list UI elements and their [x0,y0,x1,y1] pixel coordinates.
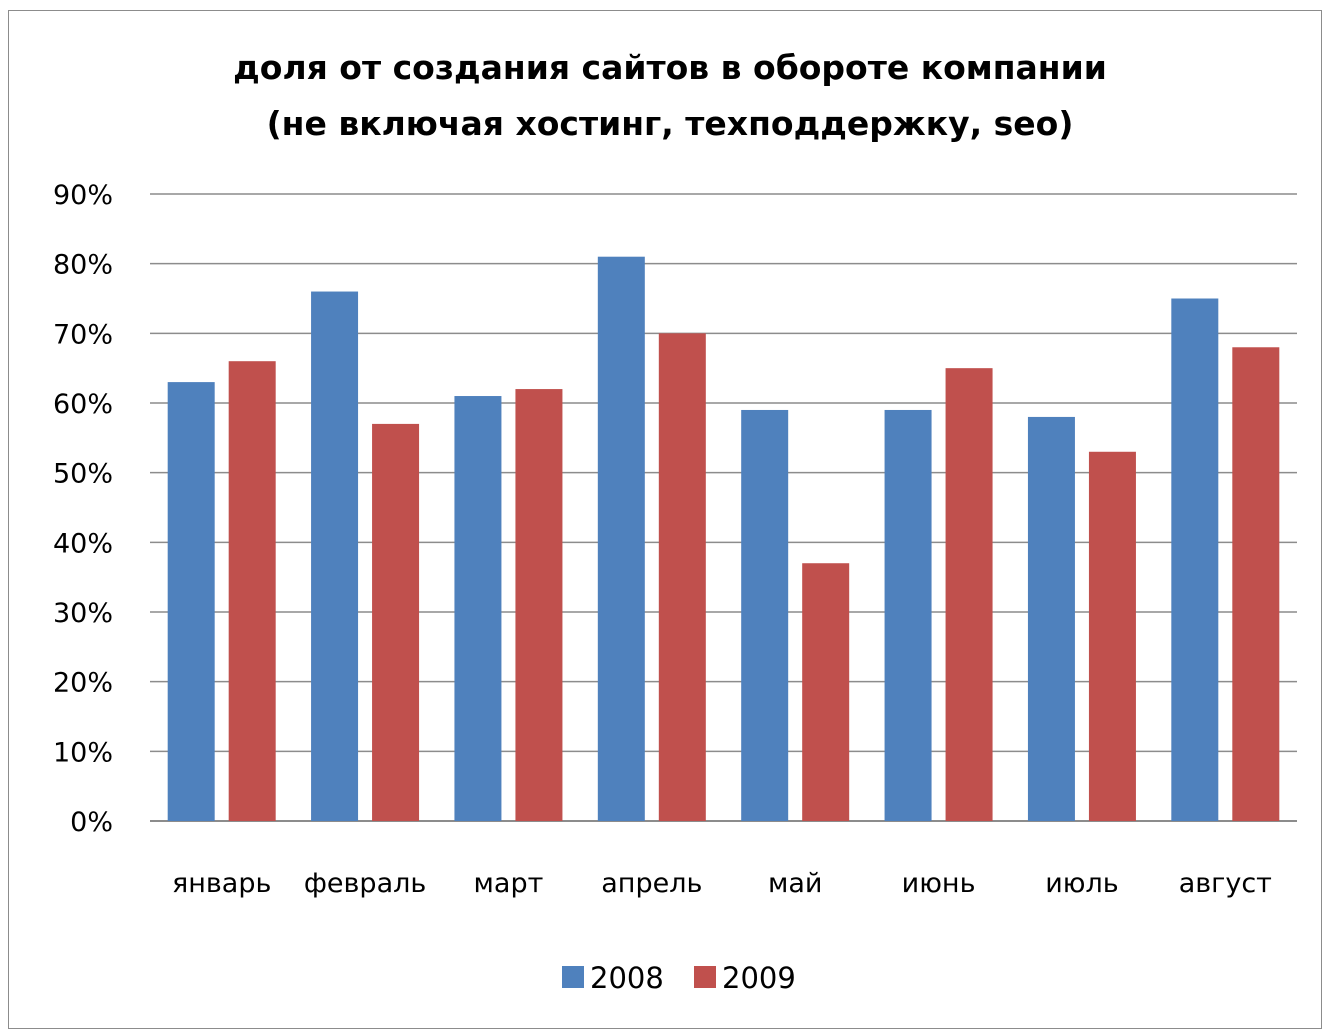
legend-swatch-2009 [694,966,716,988]
bar-2009-5 [945,368,993,821]
y-tick-label: 0% [70,807,113,838]
bar-2008-2 [454,396,502,821]
y-tick-label: 10% [53,737,113,768]
legend-swatch-2008 [562,966,584,988]
y-tick-label: 50% [53,459,113,490]
x-category-label: июль [1045,868,1118,899]
y-tick-label: 90% [53,180,113,211]
chart-subtitle: (не включая хостинг, техподдержку, seo) [267,104,1074,143]
bar-2008-5 [884,409,932,821]
x-category-label: март [474,868,544,899]
bar-2009-4 [802,563,850,821]
bar-2008-3 [597,256,645,821]
legend-label: 2008 [590,961,664,995]
bar-2008-4 [741,409,789,821]
y-tick-label: 60% [53,389,113,420]
bar-2009-6 [1088,451,1136,821]
bar-2009-2 [515,389,563,821]
chart-title: доля от создания сайтов в обороте компан… [233,48,1107,87]
x-category-label: май [768,868,822,899]
bars [167,256,1280,821]
y-tick-label: 70% [53,319,113,350]
bar-2009-1 [372,423,420,821]
x-category-label: февраль [304,868,426,899]
legend-label: 2009 [722,961,796,995]
legend: 2008 2009 [562,961,796,995]
bar-2008-6 [1027,416,1075,821]
y-tick-label: 80% [53,250,113,281]
bar-2008-1 [311,291,359,821]
y-tick-label: 20% [53,668,113,699]
bar-2008-7 [1171,298,1219,821]
bar-2009-3 [658,333,706,821]
bar-2008-0 [167,382,215,821]
y-tick-label: 40% [53,528,113,559]
bar-2009-0 [228,361,276,821]
x-category-label: январь [172,868,271,899]
x-category-label: апрель [601,868,702,899]
x-category-label: август [1179,868,1272,899]
y-tick-label: 30% [53,598,113,629]
y-axis-tick-labels: 0% 10% 20% 30% 40% 50% 60% 70% 80% 90% [53,180,113,838]
x-category-label: июнь [902,868,976,899]
x-axis-category-labels: январь февраль март апрель май июнь июль август [172,868,1272,899]
bar-2009-7 [1232,347,1280,821]
